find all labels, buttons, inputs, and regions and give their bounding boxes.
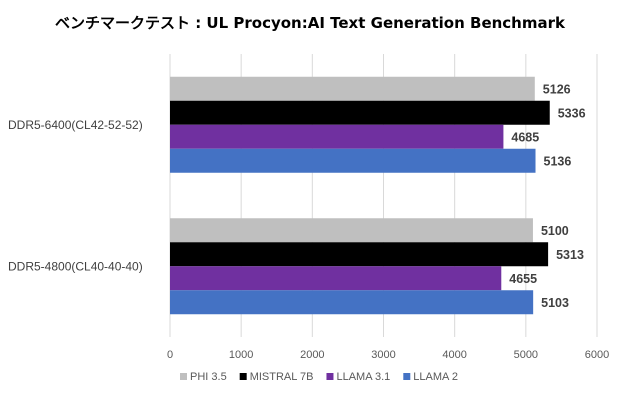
chart-title: ベンチマークテスト : UL Procyon:AI Text Generatio… xyxy=(54,14,565,32)
legend-label: PHI 3.5 xyxy=(190,371,227,383)
x-tick-label: 6000 xyxy=(585,349,609,361)
legend-swatch xyxy=(239,373,247,380)
data-label: 5100 xyxy=(541,224,569,238)
bar xyxy=(170,148,536,173)
bar xyxy=(170,266,502,291)
category-label: DDR5-4800(CL40-40-40) xyxy=(8,259,143,273)
legend-label: LLAMA 2 xyxy=(413,371,458,383)
data-label: 4655 xyxy=(509,272,537,286)
data-label: 5136 xyxy=(544,154,572,168)
bar xyxy=(170,100,550,125)
data-label: 4685 xyxy=(511,130,539,144)
legend-label: LLAMA 3.1 xyxy=(336,371,390,383)
x-tick-label: 5000 xyxy=(514,349,538,361)
bar xyxy=(170,290,534,315)
x-tick-label: 0 xyxy=(167,349,173,361)
data-label: 5336 xyxy=(558,106,586,120)
x-tick-label: 2000 xyxy=(300,349,324,361)
x-tick-label: 1000 xyxy=(229,349,253,361)
bar xyxy=(170,218,533,243)
category-label: DDR5-6400(CL42-52-52) xyxy=(8,118,143,132)
bar xyxy=(170,242,549,267)
data-label: 5103 xyxy=(541,296,569,310)
bar xyxy=(170,76,535,101)
legend-swatch xyxy=(326,373,334,380)
data-label: 5313 xyxy=(556,248,584,262)
legend-swatch xyxy=(180,373,187,380)
x-tick-label: 4000 xyxy=(442,349,466,361)
bar xyxy=(170,124,504,149)
legend-swatch xyxy=(403,373,411,380)
data-label: 5126 xyxy=(543,82,571,96)
legend-label: MISTRAL 7B xyxy=(250,371,314,383)
x-tick-label: 3000 xyxy=(371,349,395,361)
